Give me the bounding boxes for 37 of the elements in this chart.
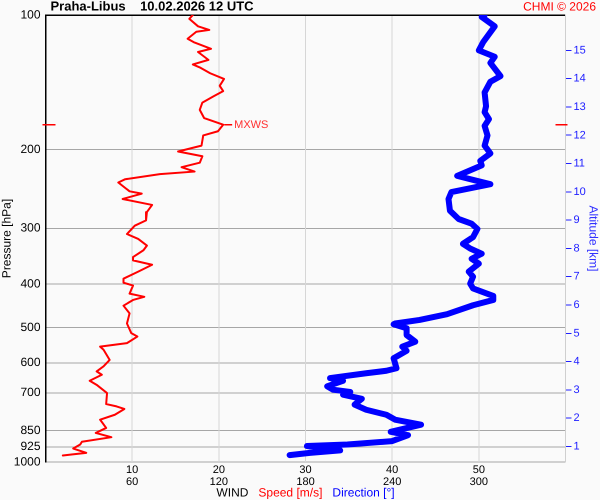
x-tick-label: 50 [472, 464, 485, 476]
x-tick-label: 40 [386, 464, 398, 476]
x2-tick-label: 60 [126, 476, 138, 488]
y2-tick-label: 13 [574, 100, 586, 113]
y2-tick-label: 1 [574, 440, 580, 452]
y2-tick-label: 15 [574, 44, 586, 56]
chart-title: Praha-Libus 10.02.2026 12 UTC [50, 0, 254, 14]
y2-tick-label: 10 [574, 186, 586, 198]
y2-tick-label: 5 [574, 327, 580, 340]
y2-tick-label: 4 [574, 356, 580, 368]
y2-tick-label: 7 [574, 270, 580, 283]
y-tick-label: 700 [20, 385, 41, 400]
y2-tick-label: 11 [574, 158, 585, 170]
y2-tick-label: 3 [574, 384, 580, 396]
y2-tick-label: 12 [574, 129, 586, 142]
y2-tick-label: 2 [574, 412, 580, 424]
y-tick-label: 400 [20, 276, 41, 290]
y-tick-label: 200 [20, 142, 41, 156]
y2-tick-label: 8 [574, 242, 580, 254]
y2-tick-label: 14 [574, 72, 586, 85]
annotation: MXWS [234, 118, 268, 131]
y-tick-label: 850 [20, 422, 41, 437]
text: CHMI © 2026 [523, 0, 596, 14]
y2-tick-label: 9 [574, 214, 580, 226]
y-tick-label: 600 [20, 355, 41, 370]
x-tick-label: 10 [126, 464, 138, 476]
x-tick-label: 20 [212, 464, 225, 476]
x-tick-label: 30 [299, 464, 312, 476]
y-tick-label: 500 [20, 320, 41, 334]
y2-axis-title: Altitude [km] [586, 205, 600, 272]
y-tick-label: 1000 [14, 454, 41, 468]
x2-tick-label: 300 [470, 476, 488, 488]
y-axis-title: Pressure [hPa] [0, 198, 14, 278]
y-tick-label: 300 [20, 220, 41, 235]
y2-tick-label: 6 [574, 299, 580, 312]
y-tick-label: 100 [20, 7, 41, 22]
y-tick-label: 925 [20, 439, 41, 454]
